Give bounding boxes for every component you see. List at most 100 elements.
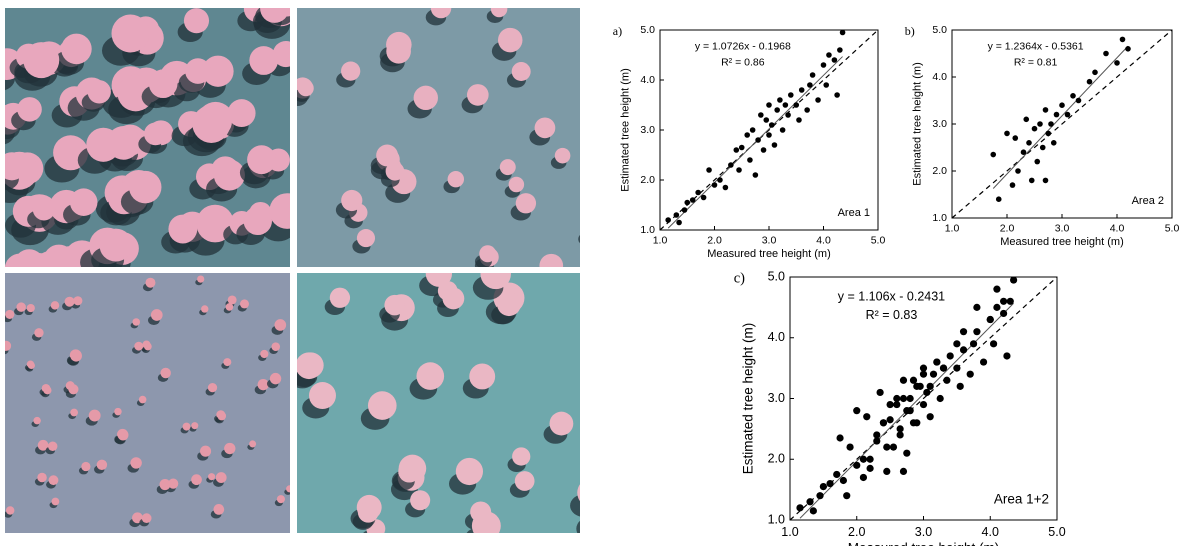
tree-crown <box>249 440 257 448</box>
data-point <box>785 112 791 118</box>
data-point <box>899 376 908 384</box>
tree-crown <box>27 534 36 543</box>
tree-crown <box>469 363 496 390</box>
tree-crown <box>51 497 60 506</box>
charts: 1.0 2.0 3.0 4.0 5.0 1.0 2.0 3.0 4.0 5.0 Measured t… <box>613 24 1180 546</box>
tree-crown <box>308 382 336 410</box>
area-label: Area 1 <box>838 207 870 219</box>
data-point <box>1006 297 1014 305</box>
tree-crown <box>5 152 26 181</box>
tree-crown <box>479 245 497 263</box>
tree-crown <box>28 535 37 544</box>
tree-crown <box>96 459 108 471</box>
tree-crown <box>86 127 121 162</box>
y-tick-label: 5.0 <box>640 24 655 36</box>
data-point <box>744 132 750 138</box>
data-point <box>839 476 848 485</box>
data-point <box>1037 121 1043 127</box>
data-point <box>760 147 767 153</box>
data-point <box>959 346 968 354</box>
area-label: Area 2 <box>1132 195 1164 207</box>
data-point <box>1031 125 1038 132</box>
tree-shadow <box>24 539 33 546</box>
data-point <box>1015 168 1021 174</box>
x-tick-label: 2.0 <box>1000 222 1015 234</box>
aerial-photo <box>5 8 290 267</box>
data-point <box>879 419 888 427</box>
tree-crown <box>269 372 282 385</box>
data-point <box>1050 140 1057 146</box>
data-point <box>919 370 928 378</box>
data-point <box>788 92 794 98</box>
y-tick-label: 4.0 <box>768 330 785 344</box>
y-tick-label: 3.0 <box>932 118 947 130</box>
data-point <box>823 82 830 88</box>
data-point <box>1034 158 1041 165</box>
tree-crown <box>243 206 273 236</box>
scatter-chart: 1.0 2.0 3.0 4.0 5.0 1.0 2.0 3.0 4.0 5.0 Measured t… <box>613 24 886 260</box>
r-squared: R² = 0.86 <box>721 56 765 68</box>
tree-crown <box>208 473 216 481</box>
data-point <box>676 219 682 226</box>
data-point <box>722 184 729 191</box>
tree-crown <box>200 445 212 457</box>
tree-crown <box>70 350 82 362</box>
tree-crown <box>134 341 144 351</box>
data-point <box>1004 130 1010 137</box>
data-point <box>1048 121 1054 127</box>
data-point <box>1020 149 1027 155</box>
tree-crown <box>341 61 361 81</box>
data-point <box>876 388 884 397</box>
tree-crown <box>249 46 279 75</box>
tree-crown <box>88 409 101 422</box>
scatter-chart: 1.0 2.0 3.0 4.0 5.0 1.0 2.0 3.0 4.0 5.0 Measured t… <box>734 269 1066 546</box>
tree-crown <box>217 411 227 421</box>
tree-crown <box>191 474 202 486</box>
data-point <box>766 132 772 138</box>
tree-crown <box>37 472 47 483</box>
tree-crown <box>260 8 290 23</box>
tree-crown <box>27 361 35 370</box>
data-point <box>903 449 911 457</box>
photo-content <box>5 8 290 267</box>
tree-crown <box>577 484 580 502</box>
tree-crown <box>32 198 56 221</box>
data-point <box>1026 140 1032 146</box>
y-tick-label: 2.0 <box>932 165 947 177</box>
data-point <box>1053 111 1060 118</box>
data-point <box>896 425 904 433</box>
data-point <box>1103 50 1109 57</box>
tree-crown <box>416 362 445 390</box>
data-point <box>839 29 846 36</box>
data-point <box>956 382 964 390</box>
y-tick-label: 1.0 <box>640 224 655 236</box>
data-point <box>883 443 891 451</box>
aerial-photo <box>297 273 580 533</box>
data-point <box>1009 182 1016 188</box>
data-point <box>768 122 775 128</box>
y-tick-label: 3.0 <box>768 391 785 405</box>
tree-crown <box>466 84 489 106</box>
photo-content <box>297 8 580 267</box>
data-point <box>779 127 786 133</box>
data-point <box>809 72 816 78</box>
panel-label: c) <box>734 270 745 286</box>
aerial-images <box>5 8 580 546</box>
data-point <box>1028 177 1035 184</box>
y-axis-label: Estimated tree height (m) <box>619 68 631 192</box>
data-point <box>796 504 804 512</box>
tree-crown <box>329 287 351 308</box>
tree-shadow <box>578 235 580 244</box>
data-point <box>889 443 898 451</box>
tree-crown <box>511 62 531 82</box>
data-point <box>973 328 981 336</box>
data-point <box>1045 130 1052 137</box>
tree-crown <box>69 188 98 216</box>
data-point <box>695 189 701 196</box>
aerial-photo <box>297 8 580 267</box>
data-point <box>933 358 941 366</box>
y-tick-label: 2.0 <box>768 452 785 466</box>
data-point <box>993 285 1001 293</box>
data-point <box>777 97 783 103</box>
data-point <box>1012 135 1019 141</box>
